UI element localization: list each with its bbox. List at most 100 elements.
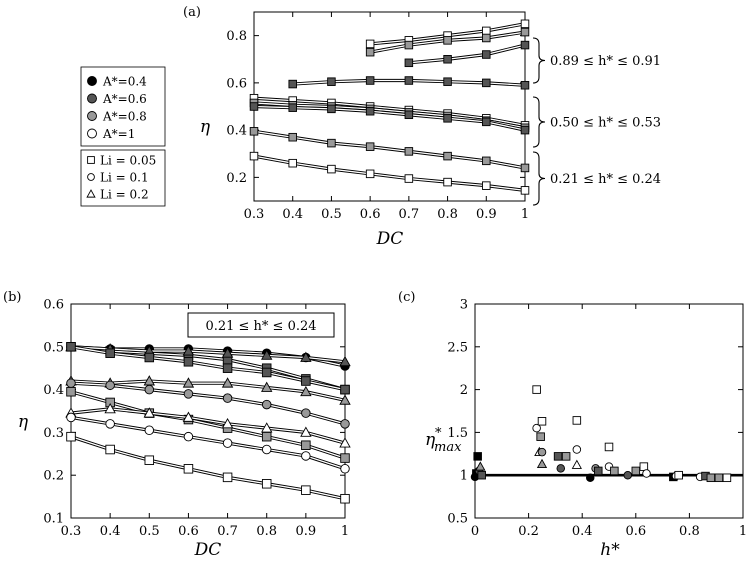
panel-b: (b) 0.3 0.4 0.5 0.6 0.7 0.8 0.9 1 0.1 0.2 0.3 0.4 0.5…: [3, 290, 351, 560]
data-point: [520, 40, 530, 50]
data-point: [222, 393, 233, 403]
data-point: [365, 47, 375, 57]
data-point: [301, 376, 311, 386]
legend-label: Li = 0.1: [100, 171, 149, 185]
data-point: [143, 407, 155, 418]
data-point: [261, 431, 272, 442]
x-tick-label: 0.4: [572, 524, 593, 539]
y-axis-label-subscript: max: [434, 440, 462, 455]
series-line-inner: [253, 97, 526, 127]
series-line-inner: [70, 380, 346, 401]
data-point: [183, 389, 194, 399]
data-point: [443, 77, 452, 86]
data-point: [556, 464, 566, 473]
data-point: [482, 117, 491, 127]
data-point: [631, 466, 641, 476]
y-tick-label: 0.5: [447, 512, 468, 527]
data-point: [404, 76, 414, 85]
data-point: [66, 342, 76, 352]
series-line-inner: [70, 346, 346, 391]
y-tick-label: 0.2: [226, 171, 247, 186]
data-point: [553, 452, 563, 461]
legend-marker-square: [87, 156, 95, 164]
y-tick-label: 2: [460, 383, 468, 398]
data-point: [182, 377, 195, 388]
x-tick-label: 0.7: [399, 207, 420, 222]
x-tick-label: 0.8: [437, 207, 458, 222]
x-tick-label: 0.9: [296, 524, 317, 539]
series-line-inner: [70, 346, 346, 363]
y-tick-label: 0.2: [43, 469, 64, 484]
data-point: [339, 437, 351, 448]
panel-a-label: (a): [183, 5, 201, 20]
data-point: [340, 384, 350, 395]
data-point: [327, 164, 336, 174]
y-axis-label: η: [200, 117, 211, 137]
series-line-inner: [70, 436, 346, 500]
series-line-inner: [408, 44, 526, 64]
data-point: [261, 444, 272, 455]
y-tick-label: 0.4: [226, 124, 247, 139]
data-point: [261, 479, 272, 489]
data-point: [261, 367, 272, 378]
data-point: [261, 349, 273, 360]
y-tick-label: 1: [460, 469, 468, 484]
bracket: [532, 37, 546, 84]
data-point: [482, 181, 491, 190]
x-axis-label: DC: [376, 229, 404, 249]
x-tick-label: 0.6: [360, 207, 381, 222]
data-point: [714, 473, 724, 483]
data-point: [327, 104, 336, 114]
y-axis-label: η: [18, 412, 29, 432]
legend-label: A*=0.8: [102, 110, 147, 124]
data-point: [443, 177, 452, 187]
annotation-box: [187, 312, 335, 338]
x-tick-label: 1: [739, 524, 747, 539]
data-point: [327, 77, 336, 86]
data-point: [288, 158, 297, 168]
data-point: [183, 357, 194, 367]
y-tick-label: 0.4: [43, 383, 64, 398]
data-point: [105, 348, 115, 358]
data-point: [249, 127, 259, 136]
data-point: [473, 452, 482, 461]
data-point: [610, 466, 619, 476]
data-point: [66, 431, 76, 442]
legend-label: A*=0.4: [102, 75, 147, 89]
y-tick-label: 3: [460, 298, 468, 313]
series-line-inner: [70, 408, 346, 444]
x-tick-label: 0.3: [61, 524, 82, 539]
data-point: [327, 138, 336, 148]
data-point: [475, 461, 486, 471]
data-point: [183, 464, 194, 474]
x-tick-label: 0.5: [321, 207, 342, 222]
data-point: [300, 426, 312, 437]
h-range-annotation: 0.89 ≤ h* ≤ 0.91: [550, 54, 661, 69]
series-line-inner: [70, 382, 346, 425]
data-point: [144, 384, 155, 395]
data-point: [404, 147, 414, 156]
data-point: [537, 447, 547, 457]
data-point: [222, 438, 233, 448]
data-point: [339, 394, 351, 405]
x-tick-label: 0.6: [625, 524, 646, 539]
data-point: [365, 76, 375, 85]
y-tick-label: 1.5: [447, 426, 468, 441]
data-point: [144, 455, 155, 465]
data-point: [537, 417, 547, 426]
data-point: [340, 453, 350, 463]
x-tick-label: 0.7: [217, 524, 238, 539]
data-point: [642, 469, 651, 478]
data-point: [520, 19, 530, 29]
x-tick-label: 0: [471, 524, 479, 539]
y-tick-label: 0.1: [43, 512, 64, 527]
data-point: [404, 174, 414, 183]
h-range-annotation: 0.21 ≤ h* ≤ 0.24: [205, 319, 316, 334]
data-point: [532, 385, 541, 394]
data-point: [404, 110, 414, 120]
data-point: [182, 345, 195, 356]
x-tick-label: 0.8: [679, 524, 700, 539]
data-point: [520, 27, 530, 37]
data-point: [66, 378, 76, 388]
data-point: [105, 380, 115, 391]
